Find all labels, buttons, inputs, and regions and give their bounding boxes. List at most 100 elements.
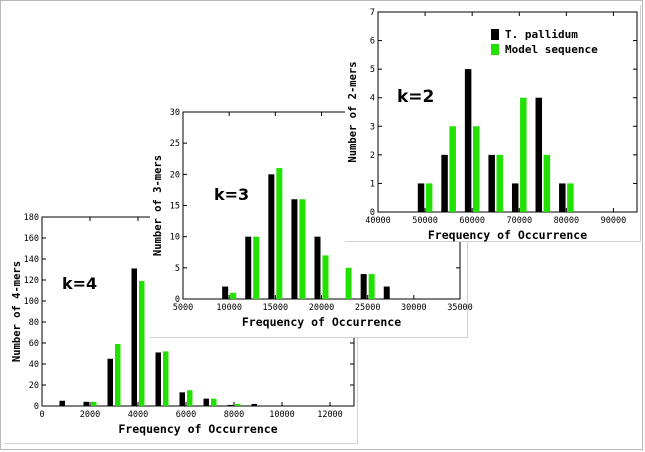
legend-swatch-t-pallidum <box>491 29 499 40</box>
y-tick-label: 4 <box>370 94 375 104</box>
x-tick-label: 80000 <box>554 216 580 226</box>
bar-t-pallidum <box>488 154 495 212</box>
legend-swatch-model-sequence <box>491 44 499 55</box>
y-axis-title: Number of 3-mers <box>152 155 164 256</box>
x-tick-label: 10000 <box>269 410 295 420</box>
bar-t-pallidum <box>83 401 89 406</box>
bar-model-sequence <box>567 183 574 212</box>
bar-t-pallidum <box>535 97 543 212</box>
x-tick-label: 5000 <box>173 303 193 313</box>
bar-model-sequence <box>115 344 121 406</box>
bar-model-sequence <box>91 401 97 406</box>
bar-t-pallidum <box>441 154 448 212</box>
bar-model-sequence <box>163 351 169 406</box>
y-tick-label: 180 <box>24 213 39 223</box>
y-tick-label: 60 <box>29 339 39 349</box>
bar-t-pallidum <box>417 183 425 212</box>
x-tick-label: 30000 <box>401 303 427 313</box>
y-tick-label: 20 <box>29 381 39 391</box>
y-axis-title: Number of 4-mers <box>11 261 23 362</box>
bar-t-pallidum <box>559 183 566 212</box>
bar-model-sequence <box>472 126 480 212</box>
x-tick-label: 12000 <box>317 410 343 420</box>
chart-k2: 0 1 2 3 4 5 6 7 40000 50000 60000 70000 80000 90000 Fr… <box>347 8 638 242</box>
y-tick-label: 10 <box>170 233 180 243</box>
x-tick-label: 2000 <box>80 410 100 420</box>
x-axis-title: Frequency of Occurrence <box>118 422 277 436</box>
x-tick-label: 20000 <box>309 303 335 313</box>
bar-model-sequence <box>322 255 329 299</box>
y-tick-label: 40 <box>29 360 39 370</box>
k-label: k=3 <box>214 185 249 204</box>
bar-t-pallidum <box>464 69 472 213</box>
bar-model-sequence <box>139 281 145 406</box>
x-tick-label: 25000 <box>355 303 381 313</box>
y-tick-label: 30 <box>170 108 180 118</box>
bar-t-pallidum <box>227 404 233 406</box>
bar-model-sequence <box>235 403 241 406</box>
y-tick-label: 20 <box>170 170 180 180</box>
x-tick-label: 50000 <box>412 216 438 226</box>
y-tick-label: 3 <box>370 122 375 132</box>
bar-model-sequence <box>187 390 193 406</box>
y-tick-label: 2 <box>370 151 375 161</box>
bar-t-pallidum <box>131 268 137 406</box>
bar-model-sequence <box>230 292 237 299</box>
bar-model-sequence <box>543 154 551 212</box>
plot-area <box>377 11 638 213</box>
bar-t-pallidum <box>59 400 65 406</box>
y-tick-label: 15 <box>170 202 180 212</box>
bar-model-sequence <box>520 97 527 212</box>
bar-t-pallidum <box>155 352 161 406</box>
x-tick-label: 0 <box>39 410 44 420</box>
y-axis-title: Number of 2-mers <box>347 61 359 162</box>
k-label: k=2 <box>397 87 434 107</box>
legend-label: Model sequence <box>505 43 598 56</box>
bar-t-pallidum <box>314 236 321 299</box>
bar-t-pallidum <box>245 236 252 299</box>
bar-t-pallidum <box>107 358 113 406</box>
y-tick-label: 0 <box>34 402 39 412</box>
y-tick-label: 100 <box>24 297 39 307</box>
k-label: k=4 <box>62 274 97 293</box>
bar-t-pallidum <box>511 183 519 212</box>
x-tick-label: 15000 <box>263 303 289 313</box>
bar-t-pallidum <box>251 403 257 406</box>
x-tick-label: 4000 <box>128 410 148 420</box>
y-tick-label: 5 <box>370 65 375 75</box>
legend-label: T. pallidum <box>505 28 578 41</box>
bar-t-pallidum <box>222 286 229 299</box>
y-tick-label: 5 <box>175 264 180 274</box>
bar-model-sequence <box>345 267 352 299</box>
bar-t-pallidum <box>291 199 298 299</box>
bar-model-sequence <box>276 168 283 299</box>
y-tick-label: 0 <box>370 208 375 218</box>
bar-t-pallidum <box>203 398 209 406</box>
y-tick-label: 0 <box>175 295 180 305</box>
x-axis-title: Frequency of Occurrence <box>428 228 587 242</box>
x-tick-label: 8000 <box>224 410 244 420</box>
y-tick-label: 6 <box>370 37 375 47</box>
y-tick-label: 7 <box>370 8 375 18</box>
bar-model-sequence <box>496 154 504 212</box>
bar-t-pallidum <box>268 174 275 299</box>
x-tick-label: 70000 <box>506 216 532 226</box>
bar-t-pallidum <box>360 274 367 299</box>
y-tick-label: 1 <box>370 179 375 189</box>
bar-model-sequence <box>253 236 260 299</box>
bar-model-sequence <box>425 183 433 212</box>
x-tick-label: 6000 <box>176 410 196 420</box>
y-tick-label: 80 <box>29 318 39 328</box>
bar-t-pallidum <box>383 286 390 299</box>
y-tick-label: 25 <box>170 139 180 149</box>
x-tick-label: 10000 <box>216 303 242 313</box>
bar-model-sequence <box>299 199 306 299</box>
chart-panel-k2: 0 1 2 3 4 5 6 7 40000 50000 60000 70000 80000 90000 Fr… <box>345 5 641 242</box>
x-axis-title: Frequency of Occurrence <box>242 315 401 329</box>
bar-model-sequence <box>449 126 456 212</box>
y-tick-label: 140 <box>24 255 39 265</box>
x-tick-label: 60000 <box>459 216 485 226</box>
